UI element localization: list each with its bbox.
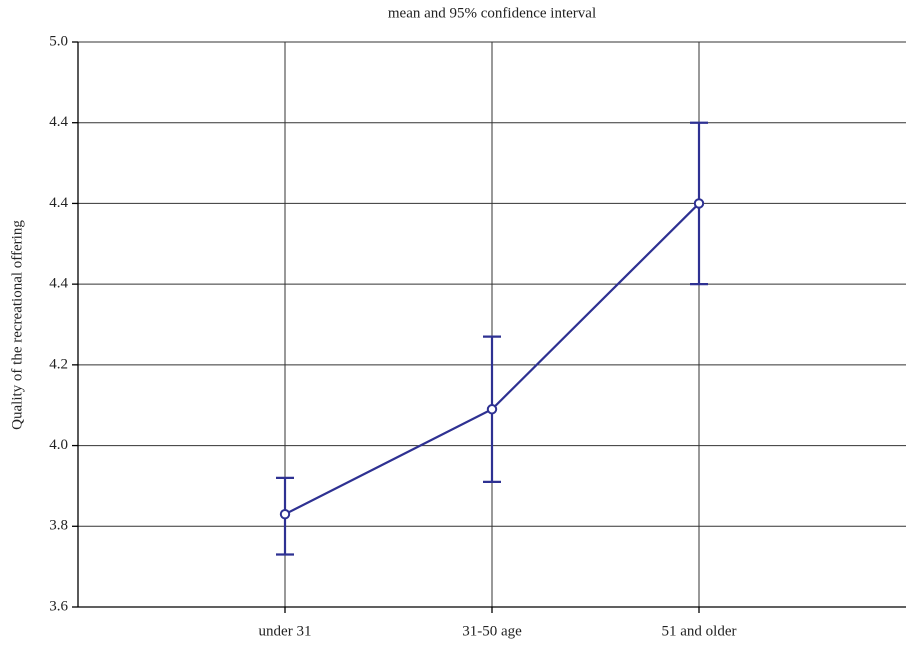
y-tick-label: 4.4	[49, 276, 68, 292]
y-tick-label: 4.0	[49, 437, 68, 453]
y-tick-label: 4.4	[49, 114, 68, 130]
x-tick-label: 51 and older	[662, 623, 737, 639]
y-tick-label: 4.2	[49, 356, 68, 372]
chart-title: mean and 95% confidence interval	[388, 5, 596, 21]
y-tick-label: 3.8	[49, 518, 68, 534]
x-tick-label: under 31	[259, 623, 312, 639]
mean-point	[693, 198, 705, 209]
y-axis-label: Quality of the recreational offering	[9, 220, 25, 430]
mean-point	[279, 508, 291, 520]
y-tick-label: 4.4	[49, 195, 68, 211]
x-tick-label: 31-50 age	[462, 623, 522, 639]
mean-point	[486, 404, 498, 415]
y-tick-label: 3.6	[49, 598, 68, 614]
y-tick-label: 5.0	[49, 33, 68, 49]
